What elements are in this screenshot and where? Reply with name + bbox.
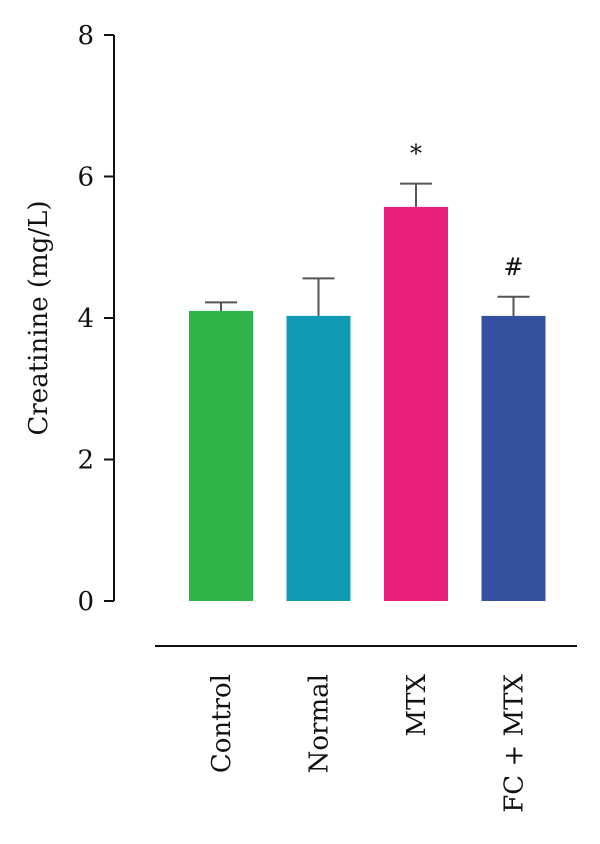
y-tick-label: 0 xyxy=(77,587,94,617)
x-tick-label: Control xyxy=(207,674,237,773)
bar-mtx xyxy=(384,206,448,602)
bar-control xyxy=(189,310,253,601)
significance-marker: * xyxy=(410,140,422,168)
y-tick-label: 6 xyxy=(77,163,94,193)
significance-marker: # xyxy=(503,253,523,281)
y-axis: 0 2 4 6 8 xyxy=(77,21,115,617)
x-tick-label: FC + MTX xyxy=(500,674,530,813)
y-tick-label: 4 xyxy=(77,304,94,334)
y-tick-label: 8 xyxy=(77,21,94,51)
y-axis-title: Creatinine (mg/L) xyxy=(24,200,54,435)
x-tick-label: MTX xyxy=(402,674,432,737)
x-tick-label: Normal xyxy=(305,674,335,773)
bar-fc-mtx xyxy=(481,315,546,601)
x-axis: Control Normal MTX FC + MTX xyxy=(155,645,577,813)
bar-normal xyxy=(286,315,351,601)
bars-group: *# xyxy=(189,140,546,602)
y-tick-label: 2 xyxy=(77,446,94,476)
